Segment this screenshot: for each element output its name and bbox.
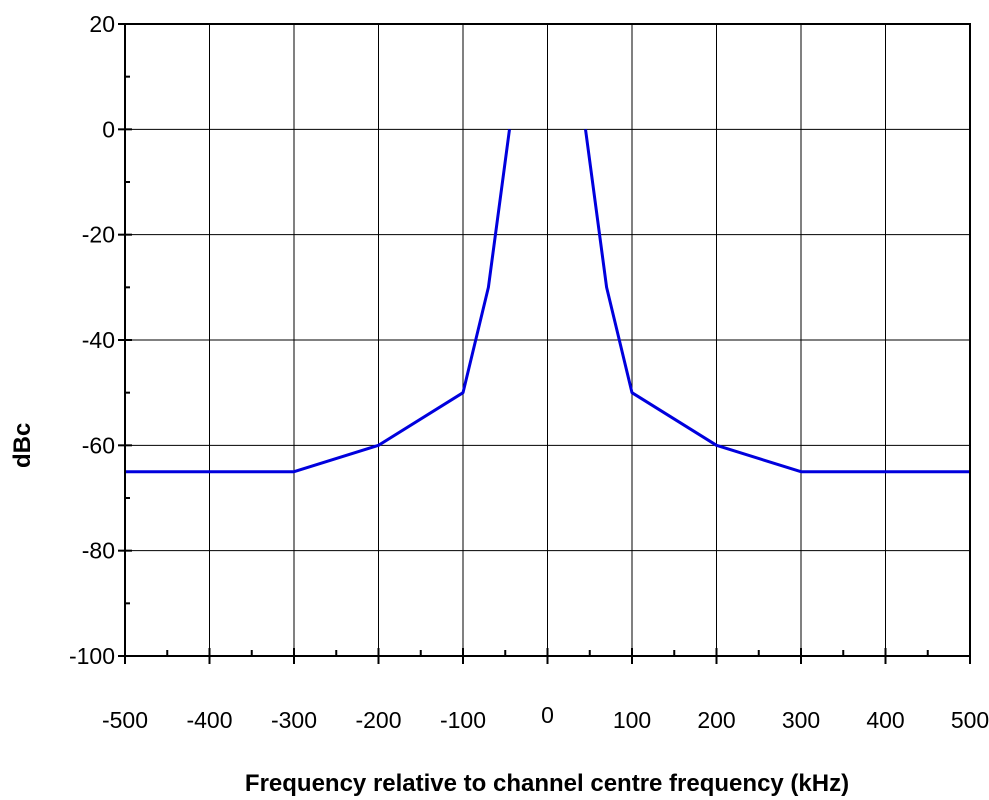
- series-0-segment-1: [584, 129, 970, 474]
- plot-border: [124, 23, 971, 657]
- x-tick-label-5: 0: [541, 702, 554, 728]
- x-tick-label-10: 500: [951, 707, 989, 733]
- x-tick-label-3: -200: [355, 707, 401, 733]
- x-tick-label-6: 100: [613, 707, 651, 733]
- x-tick-label-1: -400: [186, 707, 232, 733]
- x-tick-label-0: -500: [102, 707, 148, 733]
- y-tick-label-1: 0: [102, 116, 115, 142]
- y-tick-label-3: -40: [82, 327, 115, 353]
- x-tick-labels: -500 -400 -300 -200 -100 0 100 200 300 400 500: [102, 702, 989, 733]
- y-tick-label-6: -100: [69, 643, 115, 669]
- x-axis-label: Frequency relative to channel centre fre…: [245, 770, 849, 797]
- y-tick-label-2: -20: [82, 222, 115, 248]
- y-tick-label-4: -60: [82, 432, 115, 458]
- y-tick-label-0: 20: [89, 11, 115, 37]
- series-group: [125, 129, 970, 474]
- x-tick-label-8: 300: [782, 707, 820, 733]
- x-tick-label-2: -300: [271, 707, 317, 733]
- x-tick-label-4: -100: [440, 707, 486, 733]
- y-tick-labels: 20 0 -20 -40 -60 -80 -100: [69, 11, 115, 669]
- y-axis-label: dBc: [9, 423, 36, 468]
- x-tick-label-9: 400: [866, 707, 904, 733]
- x-tick-label-7: 200: [697, 707, 735, 733]
- series-0-segment-0: [125, 129, 511, 474]
- y-tick-label-5: -80: [82, 538, 115, 564]
